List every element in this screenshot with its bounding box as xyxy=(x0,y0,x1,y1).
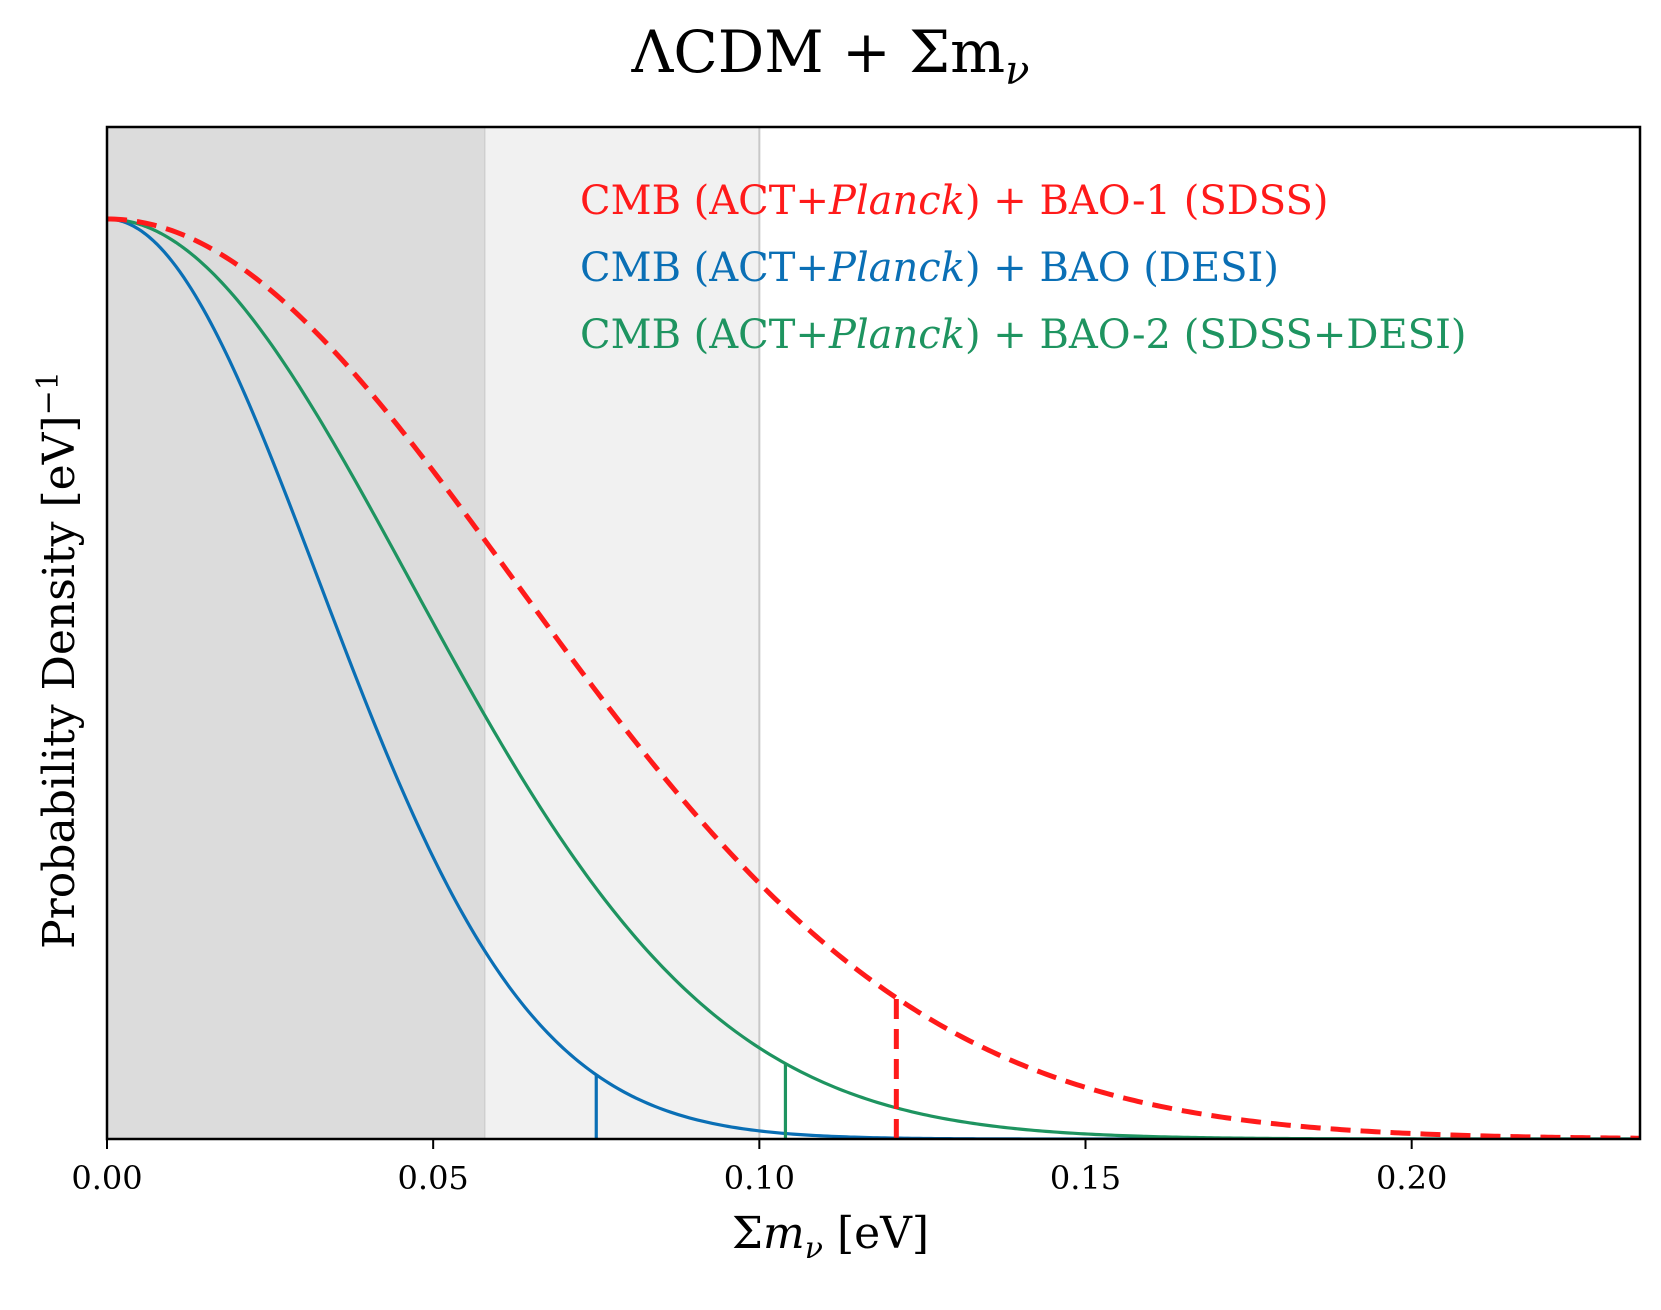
chart-title: ΛCDM + Σmν xyxy=(631,18,1030,94)
shaded-region-0 xyxy=(107,127,486,1139)
x-tick-label-3: 0.15 xyxy=(1050,1159,1121,1197)
x-tick-label-0: 0.00 xyxy=(71,1159,142,1197)
x-tick-label-2: 0.10 xyxy=(724,1159,795,1197)
axes-frame xyxy=(105,125,1642,1141)
legend: CMB (ACT+Planck) + BAO-1 (SDSS) CMB (ACT… xyxy=(580,168,1466,369)
y-axis-label: Probability Density [eV]−1 xyxy=(31,371,85,949)
legend-entry-desi: CMB (ACT+Planck) + BAO (DESI) xyxy=(580,245,1279,291)
x-axis-label: Σmν [eV] xyxy=(731,1208,930,1266)
legend-entry-bao1: CMB (ACT+Planck) + BAO-1 (SDSS) xyxy=(580,178,1329,224)
series-curve-1 xyxy=(107,217,1640,1139)
x-tick-label-1: 0.05 xyxy=(398,1159,469,1197)
x-tick-label-4: 0.20 xyxy=(1376,1159,1447,1197)
series-curve-0 xyxy=(107,216,1640,1139)
legend-entry-bao2: CMB (ACT+Planck) + BAO-2 (SDSS+DESI) xyxy=(580,312,1467,358)
shaded-region-1 xyxy=(485,127,760,1139)
